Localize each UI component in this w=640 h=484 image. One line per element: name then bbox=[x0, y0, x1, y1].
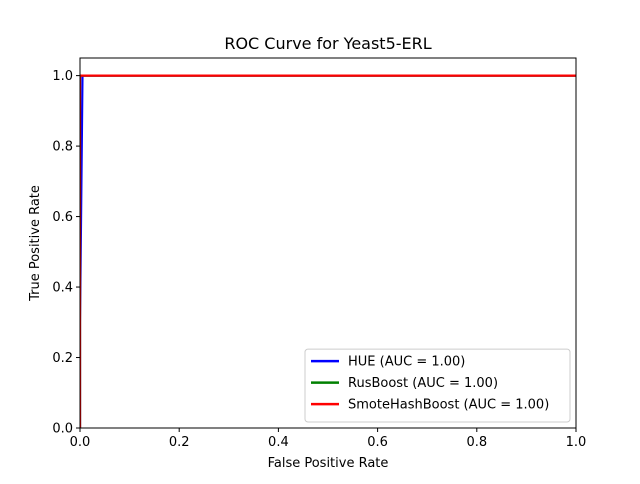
legend-label-1: RusBoost (AUC = 1.00) bbox=[348, 376, 498, 391]
y-tick-label: 0.0 bbox=[52, 422, 73, 437]
x-tick-label: 0.2 bbox=[169, 435, 190, 450]
y-tick-label: 0.4 bbox=[52, 281, 73, 296]
x-tick-label: 0.6 bbox=[367, 435, 388, 450]
x-tick-label: 0.8 bbox=[466, 435, 487, 450]
x-tick-label: 1.0 bbox=[566, 435, 587, 450]
legend: HUE (AUC = 1.00) RusBoost (AUC = 1.00) Smo… bbox=[304, 348, 571, 423]
y-axis-label: True Positive Rate bbox=[28, 185, 43, 302]
legend-box bbox=[304, 348, 571, 423]
series-line-2 bbox=[80, 74, 576, 428]
y-tick-label: 0.8 bbox=[52, 140, 73, 155]
plot-area-frame bbox=[79, 57, 577, 429]
x-axis-label: False Positive Rate bbox=[268, 456, 389, 471]
legend-label-2: SmoteHashBoost (AUC = 1.00) bbox=[348, 398, 549, 413]
x-tick-label: 0.4 bbox=[268, 435, 289, 450]
x-tick-label: 0.0 bbox=[70, 435, 91, 450]
chart-title: ROC Curve for Yeast5-ERL bbox=[224, 34, 431, 53]
y-tick-label: 0.6 bbox=[52, 210, 73, 225]
x-axis: 0.0 0.2 0.4 0.6 0.8 1.0 bbox=[70, 428, 587, 450]
y-tick-label: 0.2 bbox=[52, 351, 73, 366]
legend-label-0: HUE (AUC = 1.00) bbox=[348, 355, 465, 370]
y-tick-label: 1.0 bbox=[52, 69, 73, 84]
y-axis: 0.0 0.2 0.4 0.6 0.8 1.0 bbox=[52, 69, 80, 437]
